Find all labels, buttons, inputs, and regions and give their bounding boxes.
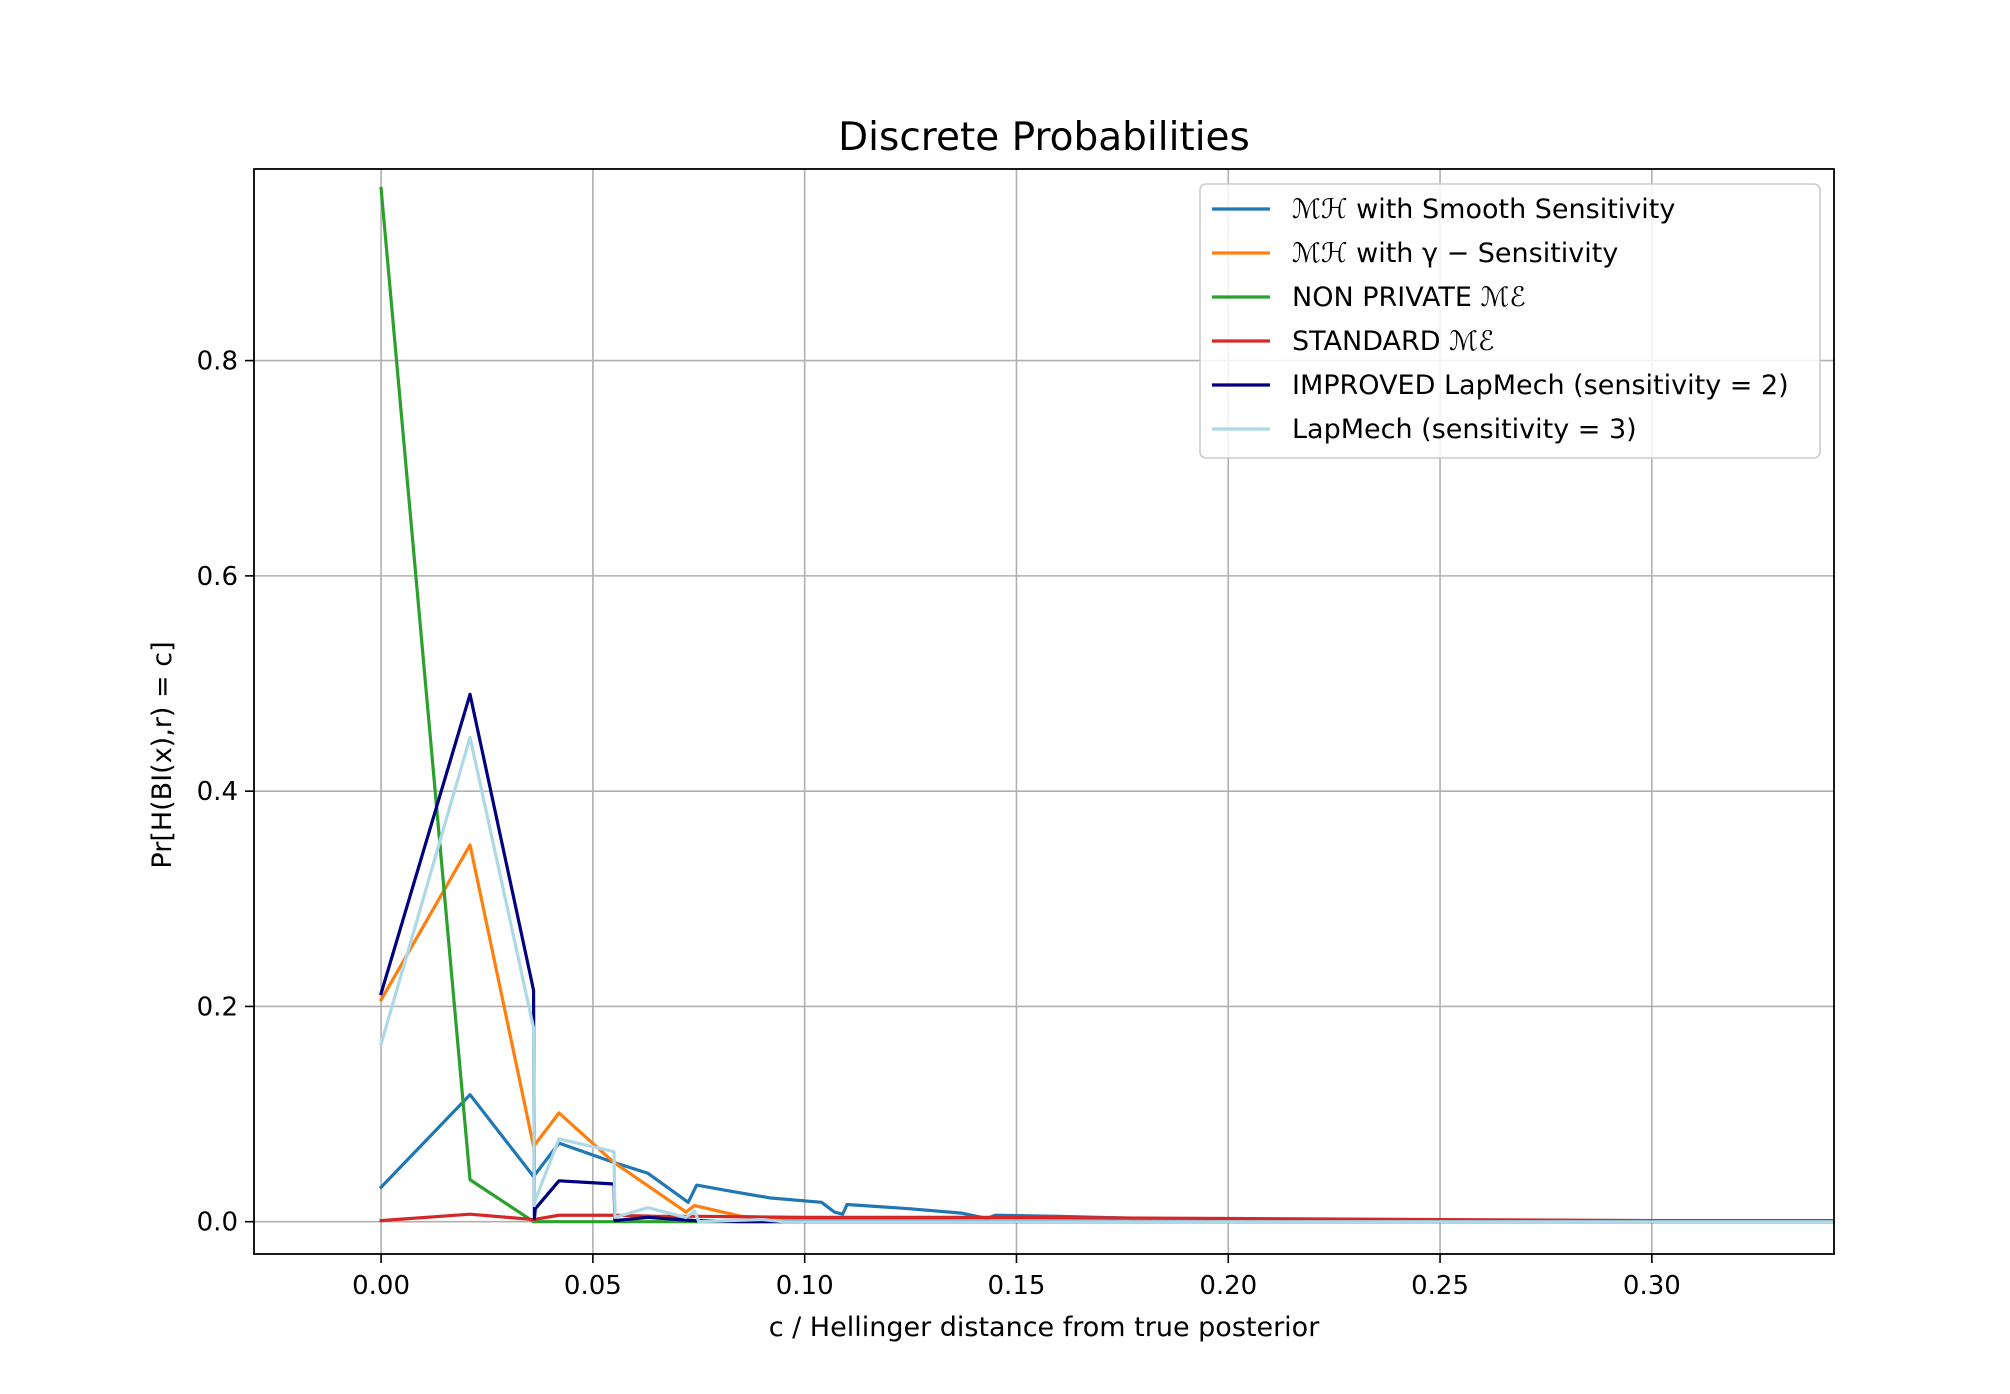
legend-label: NON PRIVATE ℳℰ (1292, 282, 1526, 313)
legend-box (1199, 183, 1821, 459)
y-tick-label: 0.4 (197, 777, 238, 807)
y-tick-label: 0.2 (197, 992, 238, 1022)
y-tick-label: 0.6 (197, 562, 238, 592)
legend-label: STANDARD ℳℰ (1292, 326, 1494, 357)
y-tick-label: 0.8 (197, 347, 238, 377)
axis-ticks: 0.00 0.05 0.10 0.15 0.20 0.25 0.30 0.0 0.2 0.4 0.6… (197, 347, 1681, 1301)
x-tick-label: 0.25 (1411, 1271, 1469, 1301)
chart-title: Discrete Probabilities (838, 115, 1250, 160)
legend: ℳℋ with Smooth Sensitivity ℳℋ with γ − Se… (1199, 183, 1821, 459)
series-line-6 (379, 735, 1834, 1224)
grid-lines (254, 169, 1834, 1254)
plot-frame (253, 168, 1835, 1255)
legend-items: ℳℋ with Smooth Sensitivity ℳℋ with γ − Se… (1212, 194, 1789, 445)
legend-label: ℳℋ with γ − Sensitivity (1292, 238, 1618, 269)
y-tick-label: 0.0 (197, 1208, 238, 1238)
legend-label: LapMech (sensitivity = 3) (1292, 414, 1637, 445)
x-tick-label: 0.30 (1623, 1271, 1681, 1301)
x-tick-label: 0.10 (776, 1271, 834, 1301)
x-tick-label: 0.15 (988, 1271, 1046, 1301)
y-axis-label: Pr[H(BI(x),r) = c] (147, 641, 178, 868)
legend-label: IMPROVED LapMech (sensitivity = 2) (1292, 370, 1789, 401)
x-tick-label: 0.00 (352, 1271, 410, 1301)
x-axis-label: c / Hellinger distance from true posteri… (769, 1312, 1321, 1343)
plot-series (378, 186, 1834, 1224)
x-tick-label: 0.05 (564, 1271, 622, 1301)
x-tick-label: 0.20 (1199, 1271, 1257, 1301)
legend-label: ℳℋ with Smooth Sensitivity (1292, 194, 1675, 225)
